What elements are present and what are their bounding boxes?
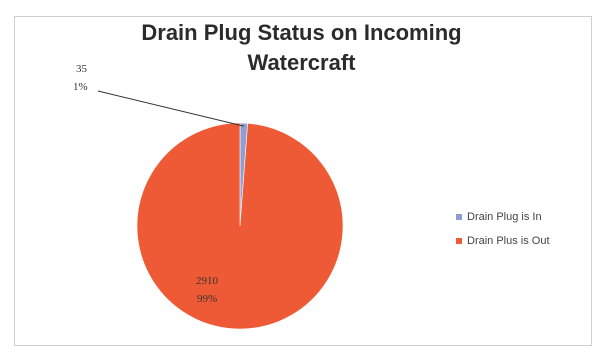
pie-slices — [136, 122, 344, 330]
chart-title-line-1: Drain Plug Status on Incoming — [141, 20, 462, 45]
chart-title-line-2: Watercraft — [247, 50, 356, 75]
legend-item-plug-out: Drain Plus is Out — [456, 229, 550, 253]
data-label-percent-plug-out: 99% — [197, 293, 217, 305]
legend-swatch-plug-out — [456, 238, 462, 244]
legend: Drain Plug is In Drain Plus is Out — [456, 205, 550, 253]
chart-title: Drain Plug Status on Incoming Watercraft — [0, 18, 603, 78]
legend-swatch-plug-in — [456, 214, 462, 220]
data-label-value-plug-out: 2910 — [196, 275, 219, 287]
data-label-percent-plug-in: 1% — [73, 81, 88, 93]
data-label-value-plug-in: 35 — [76, 63, 88, 75]
legend-item-plug-in: Drain Plug is In — [456, 205, 550, 229]
pie-slice-plug-out — [136, 122, 344, 330]
legend-label-plug-in: Drain Plug is In — [467, 211, 542, 223]
legend-label-plug-out: Drain Plus is Out — [467, 235, 550, 247]
leader-line — [97, 90, 244, 127]
